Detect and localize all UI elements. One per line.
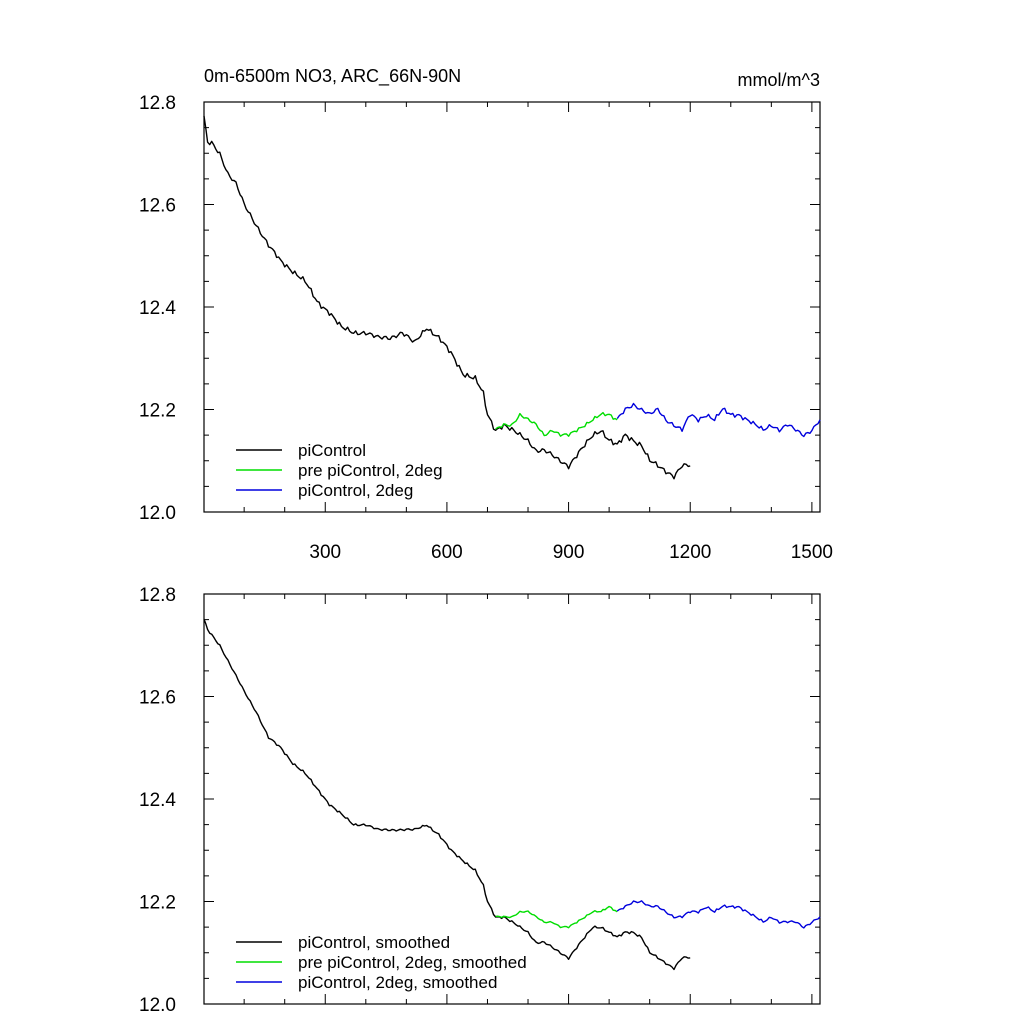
series-line-piControl_2deg xyxy=(616,402,821,438)
top-panel: 12.0 12.2 12.4 12.6 12.8 300 600 900 1200 1500 piC… xyxy=(139,93,833,563)
legend-label: piControl, 2deg xyxy=(298,481,413,500)
legend-label: piControl, smoothed xyxy=(298,933,450,952)
y-tick-label: 12.0 xyxy=(139,503,176,524)
y-tick-label: 12.8 xyxy=(139,93,176,114)
figure-title: 0m-6500m NO3, ARC_66N-90N xyxy=(204,66,461,87)
y-tick-label: 12.0 xyxy=(139,995,176,1016)
y-tick-label: 12.4 xyxy=(139,790,176,811)
y-tick-label: 12.6 xyxy=(139,196,176,217)
x-tick-label: 900 xyxy=(553,542,585,563)
figure-units: mmol/m^3 xyxy=(738,70,820,90)
y-tick-label: 12.8 xyxy=(139,585,176,606)
y-tick-label: 12.2 xyxy=(139,893,176,914)
y-tick-label: 12.6 xyxy=(139,688,176,709)
x-tick-label: 300 xyxy=(309,542,341,563)
legend-label: piControl, 2deg, smoothed xyxy=(298,973,497,992)
series-line-pre_piControl_2deg xyxy=(495,905,618,929)
x-tick-label: 600 xyxy=(431,542,463,563)
series-line-pre_piControl_2deg xyxy=(495,411,618,437)
plot-frame xyxy=(203,593,821,1005)
x-tick-label: 1500 xyxy=(791,542,833,563)
x-tick-label: 1200 xyxy=(669,542,711,563)
legend-label: pre piControl, 2deg xyxy=(298,461,443,480)
y-tick-label: 12.2 xyxy=(139,401,176,422)
legend-label: piControl xyxy=(298,441,366,460)
series-line-piControl xyxy=(203,115,691,480)
series-line-piControl xyxy=(203,618,691,971)
plot-frame xyxy=(203,101,821,513)
legend-label: pre piControl, 2deg, smoothed xyxy=(298,953,527,972)
y-tick-label: 12.4 xyxy=(139,298,176,319)
series-line-piControl_2deg xyxy=(616,900,821,929)
